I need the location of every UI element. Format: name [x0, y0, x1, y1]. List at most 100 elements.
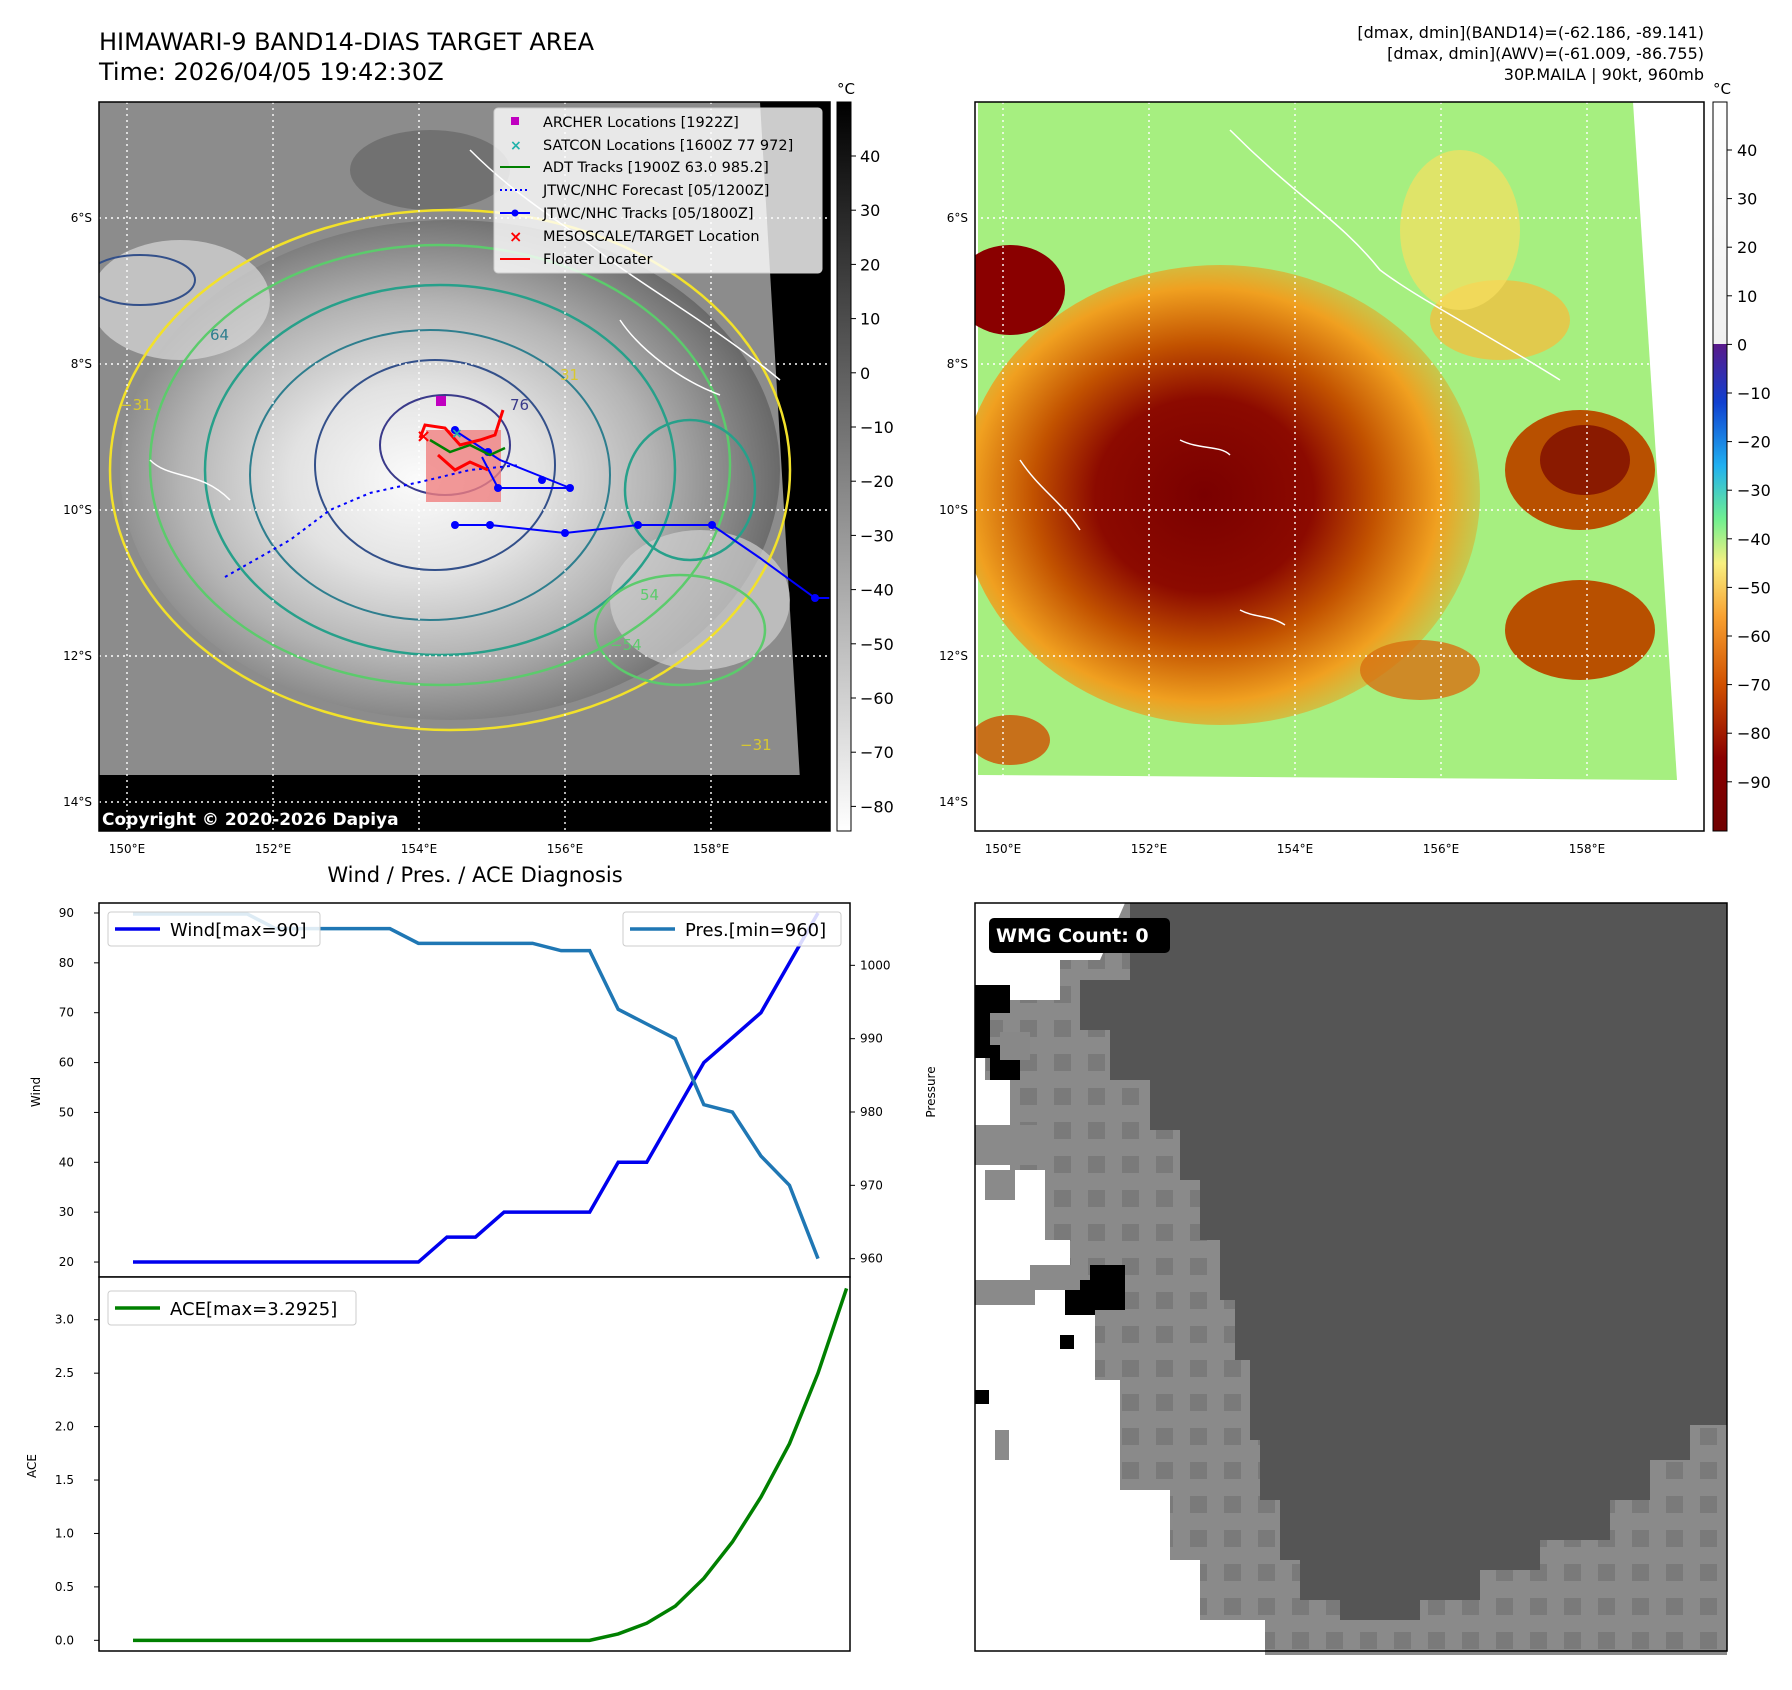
awv-colorbar-tick: −10	[1737, 384, 1771, 403]
storm-info: 30P.MAILA | 90kt, 960mb	[1504, 65, 1704, 84]
contour-label: −31	[120, 396, 152, 414]
contour-label: 54	[640, 586, 659, 604]
legend-label: ARCHER Locations [1922Z]	[543, 115, 739, 131]
awv-map-imagery	[975, 102, 1704, 831]
wind-tick-label: 30	[59, 1205, 74, 1219]
lat-label: 8°S	[947, 357, 968, 371]
awv-map-panel: 6°S 8°S 10°S 12°S 14°S 150°E 152°E 154°E…	[939, 80, 1771, 856]
contour-label: 31	[560, 366, 579, 384]
awv-colorbar-tick: 10	[1737, 287, 1757, 306]
ir-colorbar-tick: −80	[860, 797, 894, 816]
ace-tick-label: 2.5	[55, 1366, 74, 1380]
lat-label: 12°S	[939, 649, 968, 663]
awv-colorbar-tick: −90	[1737, 773, 1771, 792]
wind-tick-label: 70	[59, 1006, 74, 1020]
awv-colorbar-tick: −40	[1737, 530, 1771, 549]
ace-tick-label: 0.0	[55, 1633, 74, 1647]
wind-tick-label: 60	[59, 1056, 74, 1070]
lon-label: 156°E	[1423, 842, 1460, 856]
legend-label: JTWC/NHC Forecast [05/1200Z]	[542, 183, 769, 199]
lon-label: 154°E	[1277, 842, 1314, 856]
pressure-tick-label: 990	[860, 1032, 883, 1046]
lat-label: 14°S	[63, 795, 92, 809]
ir-colorbar-tick: 30	[860, 201, 880, 220]
ace-legend: ACE[max=3.2925]	[107, 1290, 357, 1326]
ace-tick-label: 1.5	[55, 1473, 74, 1487]
wmg-dark-region	[1080, 903, 1727, 1620]
mesoscale-marker: ×	[416, 426, 431, 447]
lon-label: 152°E	[255, 842, 292, 856]
jtwc-tracks	[451, 426, 830, 602]
wind-legend-label: Wind[max=90]	[170, 920, 307, 941]
lon-label: 152°E	[1131, 842, 1168, 856]
wind-ylabel: Wind	[29, 1077, 43, 1107]
satcon-marker: ×	[451, 426, 463, 442]
lon-label: 156°E	[547, 842, 584, 856]
ir-colorbar: °C 40 30 20 10 0 −10 −20 −30 −40 −50 −60 −70 −80	[836, 80, 894, 832]
lat-label: 6°S	[71, 211, 92, 225]
awv-colorbar-tick: −80	[1737, 724, 1771, 743]
ir-colorbar-tick: 10	[860, 310, 880, 329]
pressure-legend: Pres.[min=960]	[622, 911, 842, 947]
awv-colorbar-tick: 0	[1737, 335, 1747, 354]
ir-colorbar-tick: −70	[860, 743, 894, 762]
ace-legend-label: ACE[max=3.2925]	[170, 1299, 337, 1320]
awv-colorbar-tick: 20	[1737, 238, 1757, 257]
legend-mesoscale-icon: ×	[509, 227, 522, 246]
ir-map-frame	[98, 101, 831, 832]
awv-colorbar-tick: 40	[1737, 141, 1757, 160]
legend-label: ADT Tracks [1900Z 63.0 985.2]	[543, 160, 769, 176]
legend-label: JTWC/NHC Tracks [05/1800Z]	[542, 206, 754, 222]
ace-ylabel: ACE	[25, 1454, 39, 1478]
legend-label: SATCON Locations [1600Z 77 972]	[543, 138, 793, 154]
ace-tick-label: 3.0	[55, 1313, 74, 1327]
ace-tick-label: 1.0	[55, 1526, 74, 1540]
lat-label: 8°S	[71, 357, 92, 371]
pressure-tick-label: 980	[860, 1105, 883, 1119]
wmg-badge-text: WMG Count: 0	[996, 925, 1149, 947]
legend-label: Floater Locater	[543, 252, 652, 268]
wind-tick-label: 90	[59, 906, 74, 920]
lat-label: 10°S	[63, 503, 92, 517]
awv-colorbar: °C 40 30 20 10 0 −10 −20 −30 −40 −50 −60 −70 −80 −90	[1712, 80, 1771, 832]
ir-colorbar-tick: 20	[860, 255, 880, 274]
awv-colorbar-tick: −60	[1737, 627, 1771, 646]
wind-legend: Wind[max=90]	[107, 911, 321, 947]
wind-pres-axes	[98, 902, 851, 1278]
legend-label: MESOSCALE/TARGET Location	[543, 229, 760, 245]
awv-colorbar-unit: °C	[1713, 80, 1731, 98]
lon-label: 150°E	[985, 842, 1022, 856]
ace-axes	[98, 1276, 851, 1652]
diagnosis-title: Wind / Pres. / ACE Diagnosis	[327, 863, 622, 887]
pressure-tick-label: 1000	[860, 958, 891, 972]
awv-colorbar-tick: 30	[1737, 190, 1757, 209]
archer-marker	[436, 396, 446, 406]
lon-label: 154°E	[401, 842, 438, 856]
pressure-tick-label: 970	[860, 1178, 883, 1192]
ir-colorbar-tick: −50	[860, 635, 894, 654]
pressure-legend-label: Pres.[min=960]	[685, 920, 826, 941]
awv-colorbar-tick: −70	[1737, 676, 1771, 695]
figure-title: HIMAWARI-9 BAND14-DIAS TARGET AREA	[99, 28, 595, 56]
stats-band14: [dmax, dmin](BAND14)=(-62.186, -89.141)	[1357, 23, 1704, 42]
contour-label: −31	[740, 736, 772, 754]
awv-map-frame	[974, 101, 1705, 832]
diagnosis-panel: Wind / Pres. / ACE Diagnosis Wind Pressu…	[25, 863, 938, 1652]
floater-locater	[418, 409, 505, 447]
stats-awv: [dmax, dmin](AWV)=(-61.009, -86.755)	[1387, 44, 1704, 63]
wind-tick-label: 80	[59, 956, 74, 970]
wind-tick-label: 20	[59, 1255, 74, 1269]
ir-colorbar-tick: −20	[860, 472, 894, 491]
wmg-badge	[989, 918, 1170, 953]
pressure-ylabel: Pressure	[924, 1066, 938, 1117]
legend-archer-icon	[511, 117, 519, 125]
wind-tick-label: 40	[59, 1155, 74, 1169]
ir-colorbar-tick: −40	[860, 581, 894, 600]
ace-tick-label: 2.0	[55, 1420, 74, 1434]
jtwc-forecast-track	[224, 464, 521, 578]
contour-label: 64	[210, 326, 229, 344]
wmg-gray-pixels	[975, 1125, 1080, 1460]
ir-colorbar-tick: −60	[860, 689, 894, 708]
ir-map-panel: 64 54 31 76 −54 −31 −31	[63, 80, 894, 856]
